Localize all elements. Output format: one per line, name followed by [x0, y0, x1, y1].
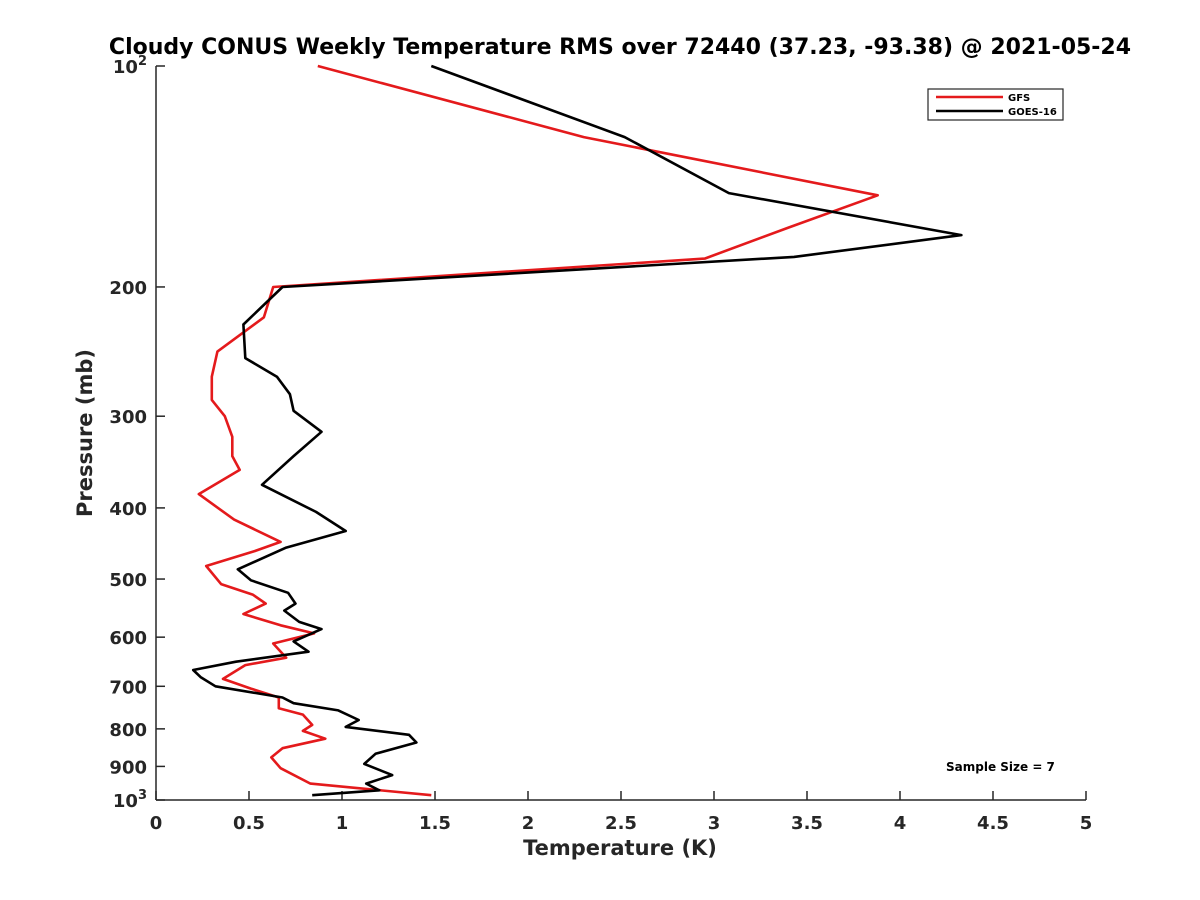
- chart-title: Cloudy CONUS Weekly Temperature RMS over…: [109, 35, 1131, 60]
- x-tick-label: 1: [336, 813, 349, 834]
- legend-label-gfs: GFS: [1008, 93, 1030, 104]
- series-lines: [191, 64, 963, 797]
- x-axis-ticks: 0 0.5 1 1.5 2 2.5 3 3.5 4 4.5 5: [150, 791, 1093, 834]
- x-axis-label: Temperature (K): [523, 836, 717, 860]
- y-tick-exponent: 3: [138, 788, 147, 803]
- y-tick-label: 200: [109, 278, 147, 299]
- legend: GFS GOES-16: [927, 88, 1064, 121]
- series-line-gfs: [197, 64, 880, 797]
- x-tick-label: 0.5: [233, 813, 265, 834]
- x-tick-label: 1.5: [419, 813, 451, 834]
- x-tick-label: 5: [1080, 813, 1093, 834]
- y-axis-label: Pressure (mb): [73, 349, 97, 517]
- y-tick-base: 10: [113, 791, 138, 812]
- series-line-goes16: [191, 64, 963, 797]
- x-tick-label: 2: [522, 813, 535, 834]
- y-tick-label: 900: [109, 757, 147, 778]
- plot-area: 0 0.5 1 1.5 2 2.5 3 3.5 4 4.5 5 102200300400500600…: [109, 54, 1092, 834]
- y-tick-label: 700: [109, 677, 147, 698]
- x-tick-label: 3: [708, 813, 721, 834]
- x-tick-label: 4: [894, 813, 907, 834]
- x-tick-label: 3.5: [791, 813, 823, 834]
- y-tick-exponent: 2: [138, 54, 147, 69]
- y-tick-label: 400: [109, 499, 147, 520]
- legend-box: [927, 88, 1064, 121]
- y-tick-label: 103: [113, 788, 147, 812]
- legend-label-goes16: GOES-16: [1008, 107, 1057, 118]
- x-tick-label: 2.5: [605, 813, 637, 834]
- y-tick-label: 600: [109, 628, 147, 649]
- x-tick-label: 0: [150, 813, 163, 834]
- y-tick-label: 102: [113, 54, 147, 78]
- y-tick-base: 10: [113, 57, 138, 78]
- y-tick-label: 500: [109, 570, 147, 591]
- x-tick-label: 4.5: [977, 813, 1009, 834]
- y-tick-label: 800: [109, 720, 147, 741]
- sample-size-annotation: Sample Size = 7: [946, 760, 1055, 774]
- y-tick-label: 300: [109, 407, 147, 428]
